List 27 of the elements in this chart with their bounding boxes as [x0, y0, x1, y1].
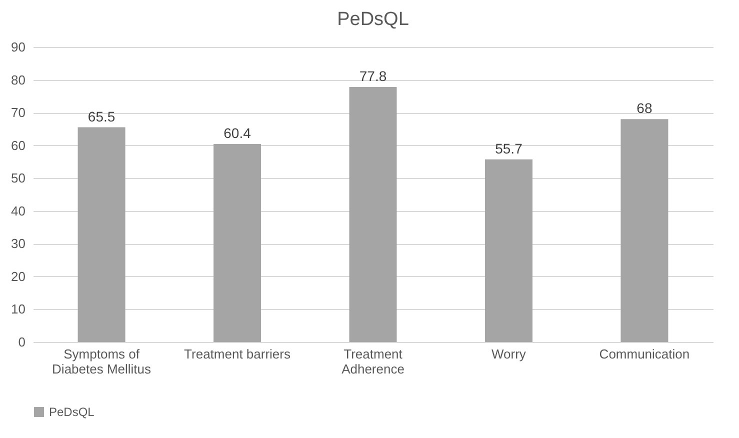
- x-tick-label: Communication: [599, 346, 690, 362]
- y-tick-label: 90: [11, 40, 26, 54]
- data-label: 55.7: [495, 140, 523, 156]
- bar: [214, 144, 262, 342]
- y-tick-label: 70: [11, 105, 26, 120]
- bar: [349, 86, 397, 342]
- x-tick-label: Worry: [492, 346, 526, 362]
- y-tick-label: 60: [11, 138, 26, 153]
- chart-title: PeDsQL: [337, 9, 409, 30]
- x-tick-label: Treatment barriers: [184, 346, 291, 362]
- x-tick-label: Symptoms of Diabetes Mellitus: [52, 346, 152, 376]
- data-label: 65.5: [88, 108, 116, 124]
- data-label: 77.8: [359, 68, 387, 84]
- y-tick-label: 30: [11, 236, 26, 252]
- y-tick-label: 10: [11, 302, 26, 317]
- y-tick-label: 40: [11, 203, 26, 218]
- bar: [484, 159, 532, 342]
- y-tick-label: 20: [11, 268, 26, 284]
- data-label: 60.4: [224, 125, 252, 142]
- legend-label: PeDsQL: [49, 405, 95, 419]
- y-tick-label: 50: [11, 170, 26, 186]
- data-label: 68: [636, 100, 652, 116]
- bar: [620, 119, 668, 342]
- y-tick-label: 80: [11, 72, 26, 88]
- x-tick-label: Treatment Adherence: [342, 346, 404, 376]
- y-tick-label: 0: [18, 334, 26, 350]
- bar: [78, 127, 126, 342]
